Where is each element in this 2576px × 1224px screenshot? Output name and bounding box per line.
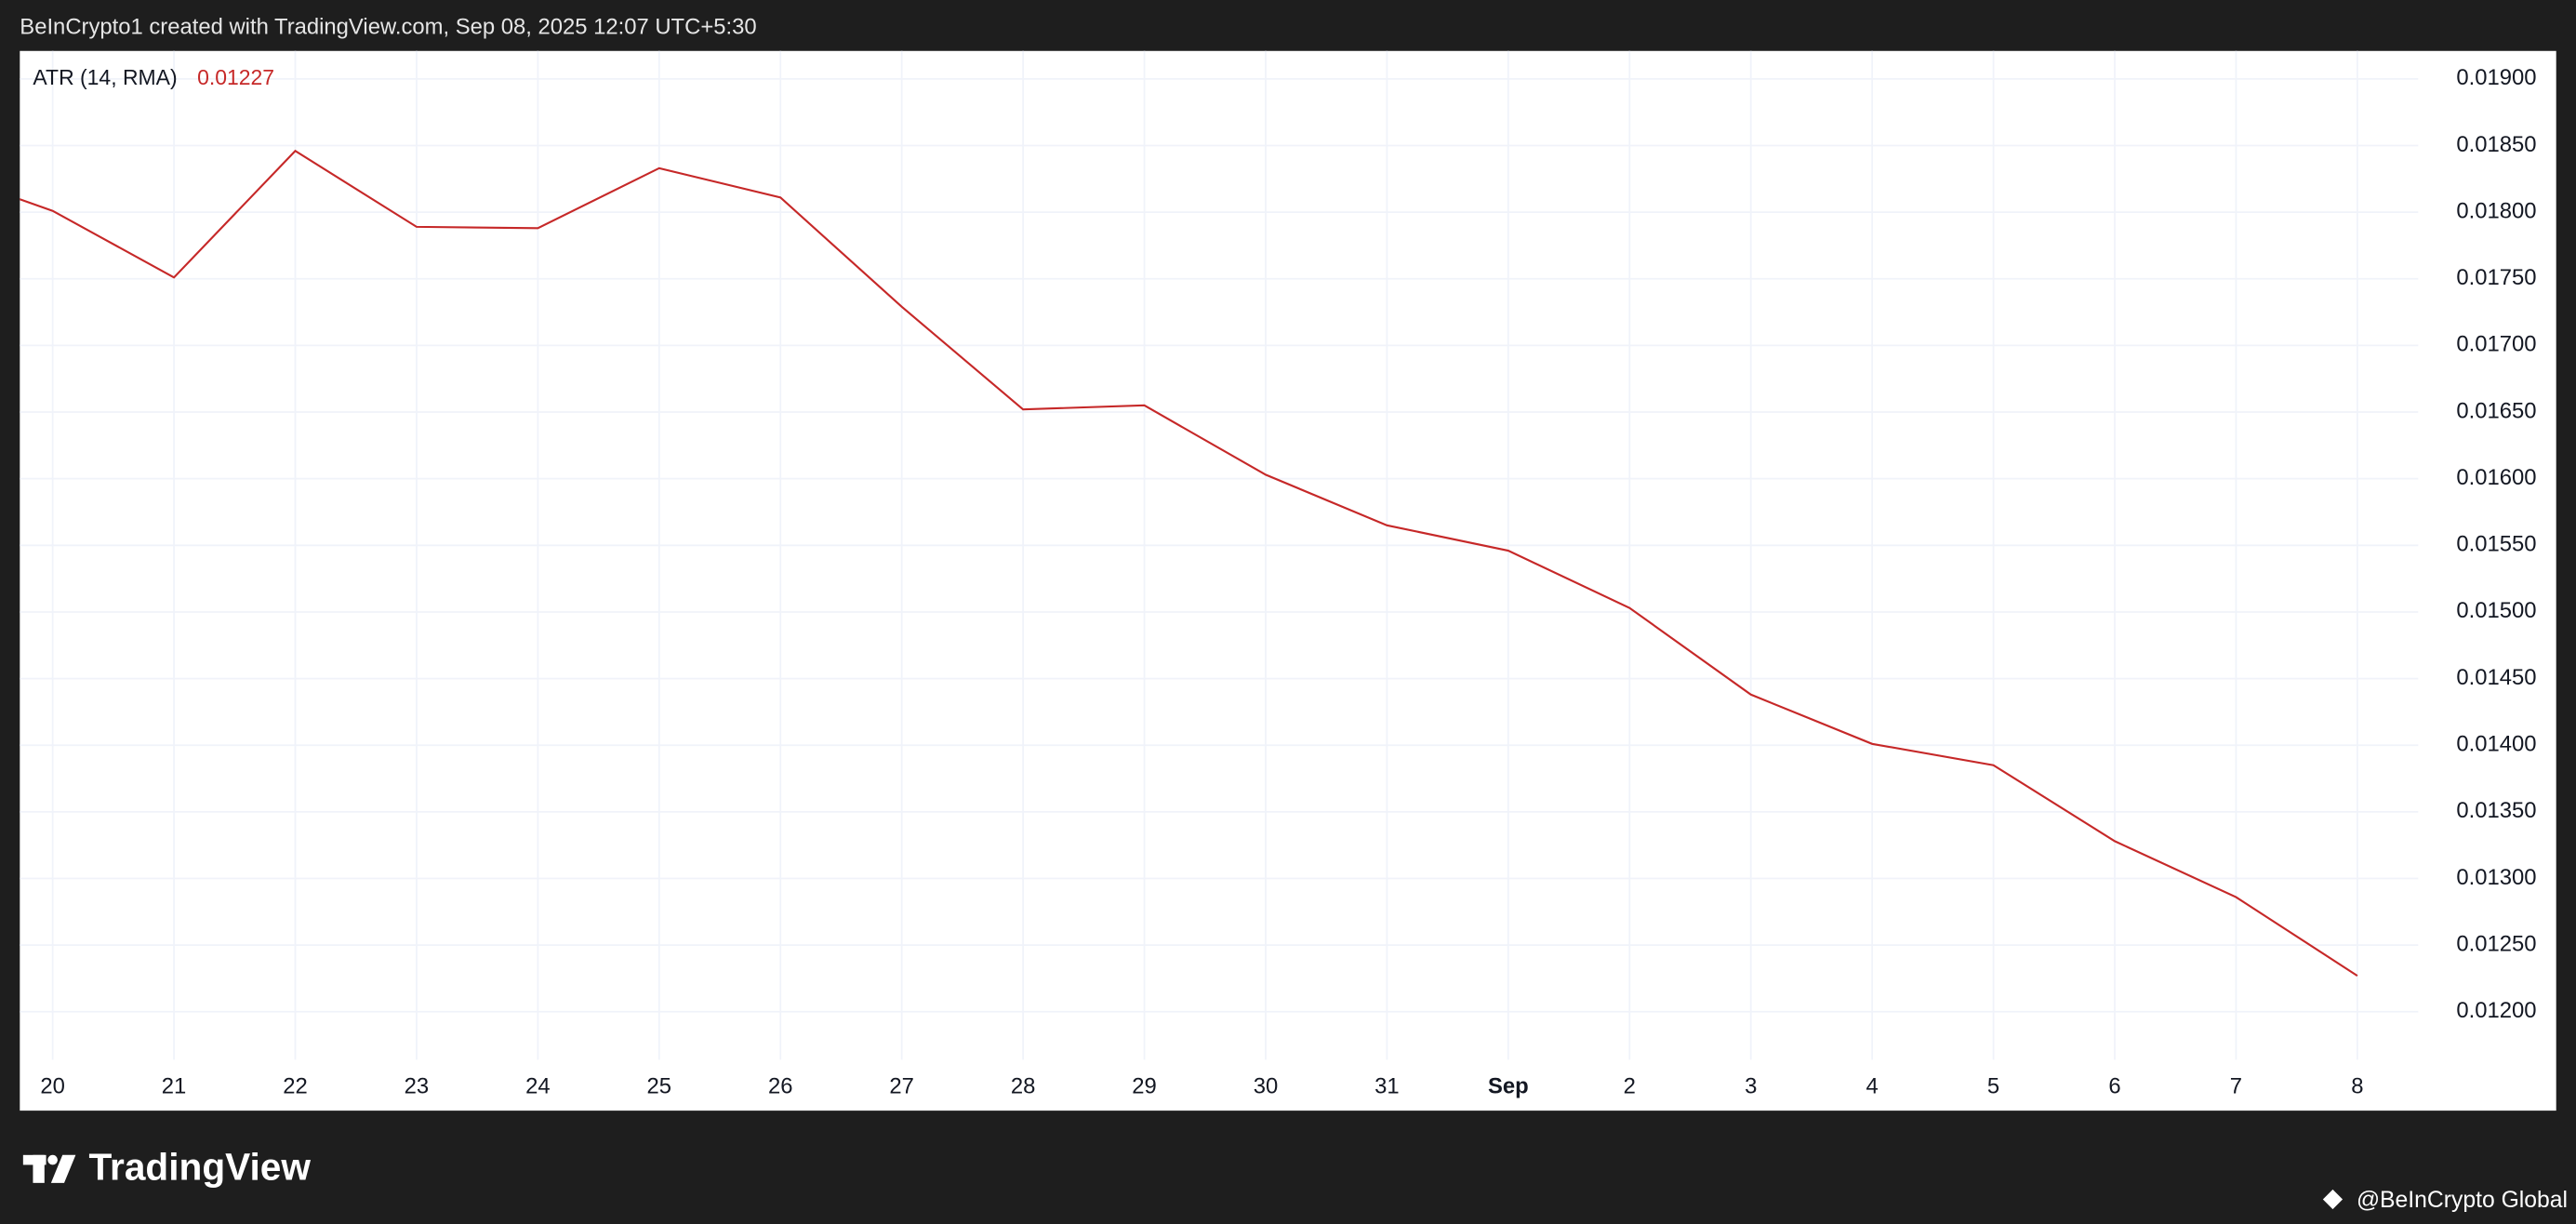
footer-logo: TradingView: [88, 1145, 311, 1188]
y-tick-label: 0.01700: [2456, 332, 2536, 357]
x-tick-label: 26: [768, 1074, 793, 1099]
credit-icon: [2322, 1189, 2344, 1210]
y-tick-label: 0.01850: [2456, 132, 2536, 157]
labels: 0.01200 0.01250 0.01300 0.01350 0.01400 0.014…: [40, 65, 2536, 1099]
chart-panel: [20, 50, 2556, 1111]
x-tick-label: 24: [525, 1074, 551, 1099]
x-tick-label: 25: [647, 1074, 672, 1099]
x-tick-label: 27: [889, 1074, 914, 1099]
y-tick-label: 0.01200: [2456, 998, 2536, 1023]
tv-logo-icon: [22, 1154, 76, 1183]
y-tick-label: 0.01450: [2456, 665, 2536, 690]
x-tick-label: 31: [1374, 1074, 1400, 1099]
x-tick-label: 22: [283, 1074, 308, 1099]
y-tick-label: 0.01800: [2456, 198, 2536, 223]
x-tick-label: 2: [1624, 1074, 1636, 1099]
y-tick-label: 0.01300: [2456, 865, 2536, 890]
x-tick-label: 28: [1011, 1074, 1036, 1099]
y-tick-label: 0.01550: [2456, 532, 2536, 557]
plot: [20, 149, 2358, 977]
header-text: BeInCrypto1 created with TradingView.com…: [20, 14, 756, 39]
x-tick-label: 7: [2230, 1074, 2242, 1099]
x-tick-label: 5: [1987, 1074, 1999, 1099]
x-tick-label: 23: [405, 1074, 430, 1099]
x-tick-label: 30: [1254, 1074, 1279, 1099]
x-tick-label: 6: [2108, 1074, 2120, 1099]
y-tick-label: 0.01600: [2456, 465, 2536, 490]
y-tick-label: 0.01350: [2456, 798, 2536, 823]
y-tick-label: 0.01750: [2456, 265, 2536, 290]
grid: [20, 50, 2419, 1060]
y-tick-label: 0.01900: [2456, 65, 2536, 90]
legend-value: 0.01227: [197, 65, 274, 89]
y-tick-label: 0.01500: [2456, 598, 2536, 623]
y-tick-label: 0.01400: [2456, 732, 2536, 757]
legend-name: ATR (14, RMA): [33, 65, 177, 89]
series-line: [20, 149, 2358, 977]
y-tick-label: 0.01250: [2456, 931, 2536, 956]
x-tick-label: 3: [1745, 1074, 1757, 1099]
y-tick-label: 0.01650: [2456, 398, 2536, 423]
x-tick-label: 8: [2351, 1074, 2363, 1099]
x-tick-label: 4: [1866, 1074, 1879, 1099]
x-tick-label: Sep: [1488, 1074, 1529, 1099]
x-tick-label: 21: [162, 1074, 187, 1099]
x-tick-label: 20: [40, 1074, 65, 1099]
footer-credit: @BeInCrypto Global: [2357, 1188, 2568, 1213]
x-tick-label: 29: [1132, 1074, 1157, 1099]
